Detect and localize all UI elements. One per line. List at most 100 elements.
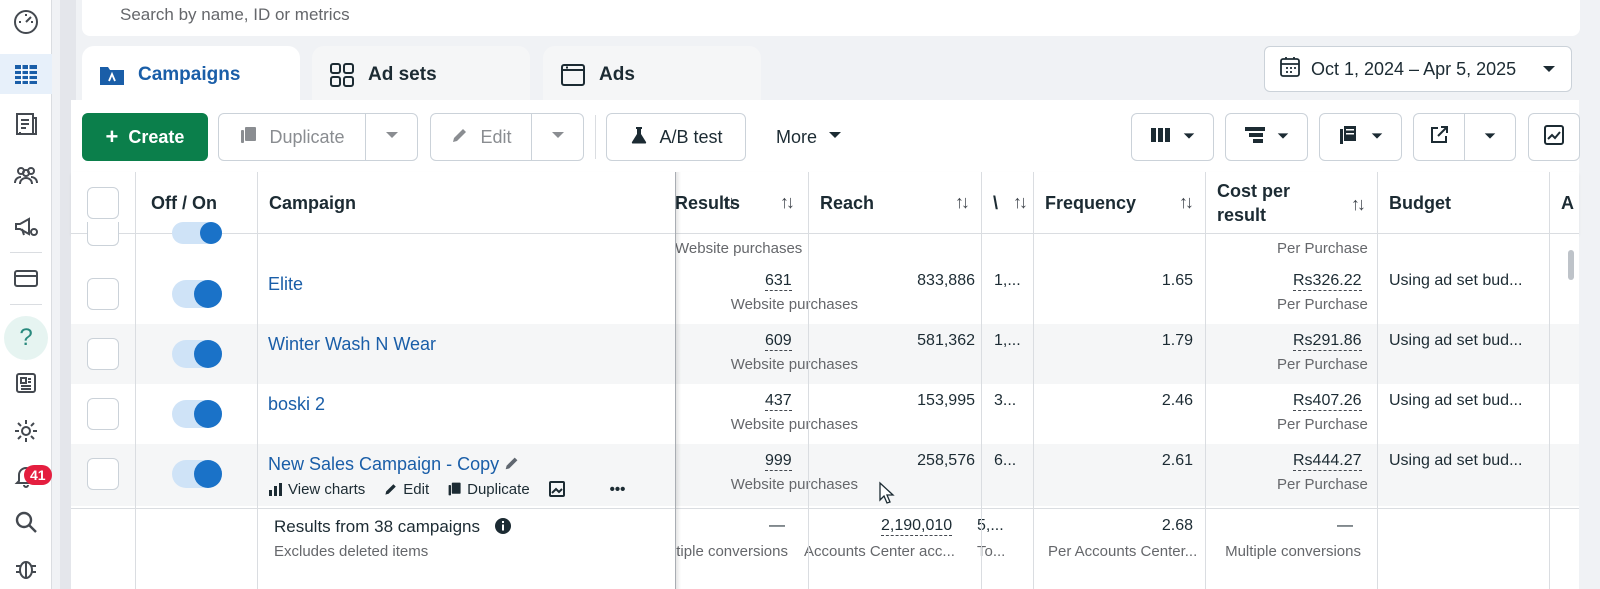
table-row[interactable]: boski 2 437 Website purchases 153,995 3.… xyxy=(71,384,1579,444)
impressions-value: 3... xyxy=(994,392,1017,409)
sort-icon[interactable]: ↑↓ xyxy=(1013,192,1028,212)
table-row-hovered[interactable]: New Sales Campaign - Copy 999 Website pu… xyxy=(71,444,1579,506)
info-icon[interactable] xyxy=(494,517,512,540)
col-impressions-label: \ xyxy=(993,192,999,213)
cost-value[interactable]: Rs407.26 xyxy=(1293,392,1362,411)
export-button[interactable] xyxy=(1413,113,1465,161)
image-action[interactable] xyxy=(548,480,570,498)
summary-title: Results from 38 campaigns xyxy=(274,517,480,536)
dashboard-gauge-icon[interactable] xyxy=(0,2,52,42)
reports-icon[interactable] xyxy=(0,104,52,144)
results-sub-label: Website purchases xyxy=(730,356,858,373)
row-checkbox[interactable] xyxy=(87,222,119,246)
megaphone-icon[interactable] xyxy=(0,206,52,246)
table-row[interactable]: Winter Wash N Wear 609 Website purchases… xyxy=(71,324,1579,384)
select-all-checkbox[interactable] xyxy=(87,187,119,219)
campaign-name-link[interactable]: New Sales Campaign - Copy xyxy=(268,454,500,474)
plus-icon: + xyxy=(105,124,119,149)
sort-icon[interactable]: ↑↓ xyxy=(1351,194,1366,214)
results-value[interactable]: 437 xyxy=(765,392,792,411)
table-scrollbar[interactable] xyxy=(1568,250,1574,280)
reports-button[interactable] xyxy=(1319,113,1402,161)
billing-card-icon[interactable] xyxy=(0,258,52,298)
create-button[interactable]: + Create xyxy=(82,113,208,161)
table-row[interactable]: Elite 631 Website purchases 833,886 1,..… xyxy=(71,264,1579,324)
summary-reach-value[interactable]: 2,190,010 xyxy=(881,517,953,536)
edit-dropdown-button[interactable] xyxy=(531,113,584,161)
bug-report-icon[interactable] xyxy=(0,548,52,588)
row-checkbox[interactable] xyxy=(87,278,119,310)
settings-gear-icon[interactable] xyxy=(0,411,52,451)
row-checkbox[interactable] xyxy=(87,398,119,430)
col-off-on-label: Off / On xyxy=(151,192,217,213)
help-icon[interactable]: ? xyxy=(4,316,48,360)
col-divider xyxy=(257,172,258,589)
date-range-picker[interactable]: Oct 1, 2024 – Apr 5, 2025 xyxy=(1264,46,1572,92)
export-dropdown-button[interactable] xyxy=(1464,113,1516,161)
sort-icon[interactable]: ↑↓ xyxy=(955,192,970,212)
columns-button[interactable] xyxy=(1131,113,1214,161)
ab-test-button[interactable]: A/B test xyxy=(606,113,746,161)
edit-action[interactable]: Edit xyxy=(383,481,429,498)
sort-icon[interactable]: ↑↓ xyxy=(780,192,795,212)
more-button[interactable]: More xyxy=(776,113,843,161)
results-value[interactable]: 631 xyxy=(765,272,792,291)
frequency-value: 2.61 xyxy=(1161,452,1193,469)
col-budget[interactable]: Budget xyxy=(1377,172,1549,234)
charts-button[interactable] xyxy=(1528,113,1580,161)
duplicate-button[interactable]: Duplicate xyxy=(218,113,366,161)
duplicate-action[interactable]: Duplicate xyxy=(447,481,530,498)
news-icon[interactable] xyxy=(0,363,52,403)
tab-ad-sets-label: Ad sets xyxy=(368,64,437,85)
col-reach[interactable]: Reach ↑↓ xyxy=(808,172,981,234)
col-results[interactable]: Results ↑↓ xyxy=(675,172,806,234)
row-toggle[interactable] xyxy=(172,340,222,368)
tab-ads-label: Ads xyxy=(599,64,635,85)
sort-icon[interactable]: ↑↓ xyxy=(1179,192,1194,212)
campaign-folder-icon xyxy=(98,61,126,89)
search-icon[interactable] xyxy=(0,502,52,542)
search-input[interactable]: Search by name, ID or metrics xyxy=(120,5,350,24)
more-actions-icon[interactable]: ••• xyxy=(609,480,626,498)
campaign-name-link[interactable]: boski 2 xyxy=(268,394,326,414)
cost-value[interactable]: Rs291.86 xyxy=(1293,332,1362,351)
duplicate-dropdown-button[interactable] xyxy=(365,113,418,161)
row-checkbox[interactable] xyxy=(87,338,119,370)
row-toggle[interactable] xyxy=(172,400,222,428)
col-frequency[interactable]: Frequency ↑↓ xyxy=(1033,172,1205,234)
duplicate-icon xyxy=(448,482,461,496)
cost-sub-label: Per Purchase xyxy=(1277,416,1368,433)
campaign-name-link[interactable]: Elite xyxy=(268,274,304,294)
breakdown-button[interactable] xyxy=(1225,113,1308,161)
tab-ads[interactable]: Ads xyxy=(543,46,761,104)
col-campaign[interactable]: Campaign ↑↓ xyxy=(257,172,747,234)
col-next[interactable]: A xyxy=(1549,172,1579,234)
chevron-down-icon xyxy=(384,127,400,148)
view-charts-action[interactable]: View charts xyxy=(268,481,365,498)
reach-value: 258,576 xyxy=(917,452,975,469)
campaigns-table-icon[interactable] xyxy=(0,54,52,94)
table-summary-row: Results from 38 campaigns Excludes delet… xyxy=(71,508,1579,589)
col-impressions[interactable]: \ ↑↓ xyxy=(981,172,1033,234)
row-toggle[interactable] xyxy=(172,280,222,308)
search-bar[interactable]: Search by name, ID or metrics xyxy=(82,0,1580,36)
row-checkbox[interactable] xyxy=(87,458,119,490)
row-toggle[interactable] xyxy=(172,460,222,488)
col-cost-per-result[interactable]: Cost per result ↑↓ xyxy=(1205,172,1377,234)
budget-value: Using ad set bud... xyxy=(1389,392,1523,409)
row-toggle[interactable] xyxy=(172,222,222,244)
cost-value[interactable]: Rs444.27 xyxy=(1293,452,1362,471)
campaign-name-link[interactable]: Winter Wash N Wear xyxy=(268,334,437,354)
rename-pencil-icon[interactable] xyxy=(503,454,521,477)
tab-campaigns[interactable]: Campaigns xyxy=(82,46,300,104)
cost-value[interactable]: Rs326.22 xyxy=(1293,272,1362,291)
results-value[interactable]: 609 xyxy=(765,332,792,351)
edit-button[interactable]: Edit xyxy=(430,113,532,161)
audiences-icon[interactable] xyxy=(0,155,52,195)
sort-icon[interactable]: ↑↓ xyxy=(721,192,736,212)
tab-ad-sets[interactable]: Ad sets xyxy=(312,46,530,104)
col-reach-label: Reach xyxy=(820,192,875,213)
results-value[interactable]: 999 xyxy=(765,452,792,471)
col-divider xyxy=(1377,172,1378,589)
table-row-partial: Website purchases Per Purchase xyxy=(71,222,1579,264)
